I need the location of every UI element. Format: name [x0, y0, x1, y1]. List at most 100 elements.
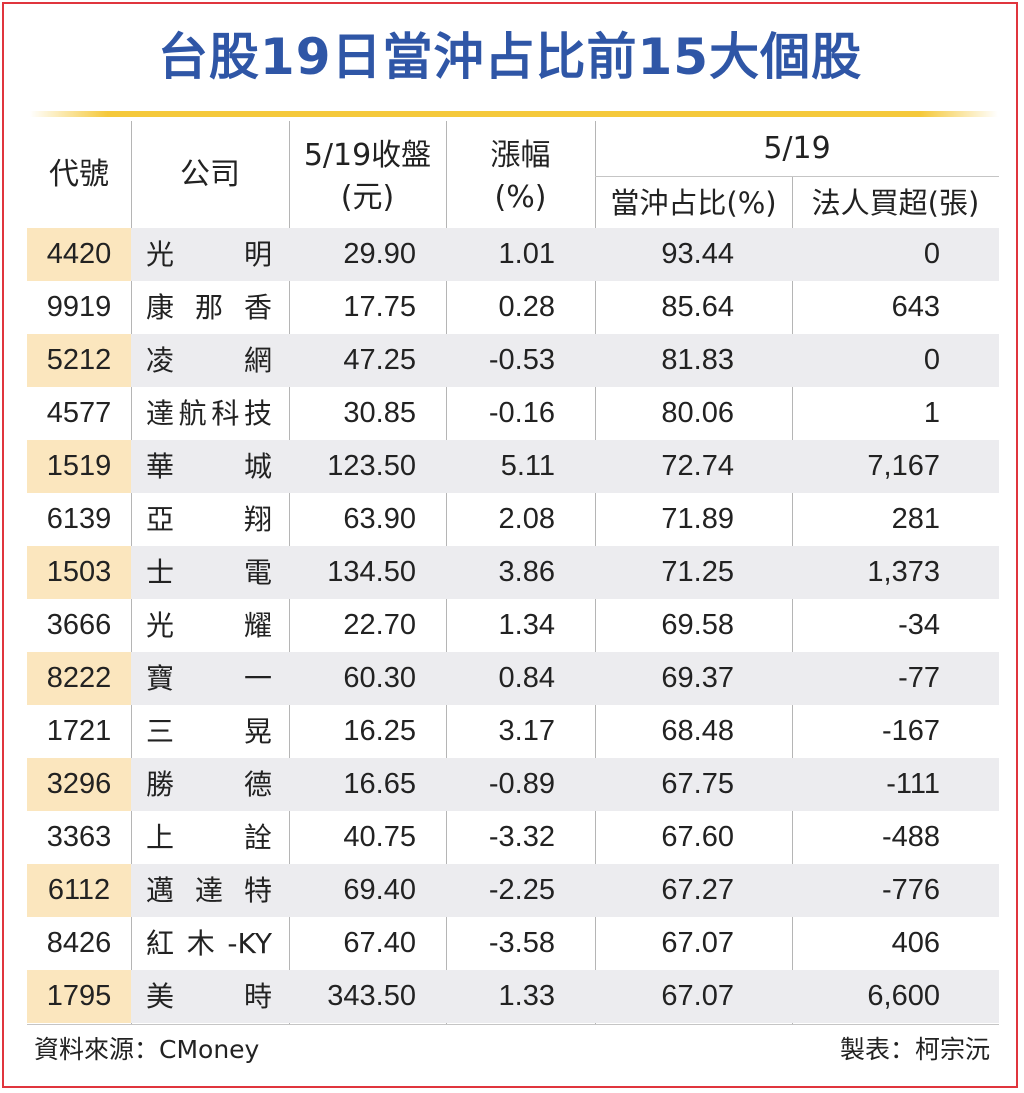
price-change: -0.89 — [488, 768, 555, 800]
price-change: 0.84 — [498, 662, 555, 694]
table-bottom-line — [27, 1024, 999, 1025]
table-row: 1721 三晃 16.25 3.17 68.48 -167 — [0, 705, 1020, 758]
daytrade-ratio: 69.58 — [661, 609, 734, 641]
company-name: 邁達特 — [146, 874, 272, 907]
header-close-line2: (元) — [340, 180, 395, 215]
daytrade-ratio: 81.83 — [661, 344, 734, 376]
institutional-net-buy: 281 — [891, 503, 940, 535]
column-divider — [792, 176, 793, 1024]
table-row: 3296 勝德 16.65 -0.89 67.75 -111 — [0, 758, 1020, 811]
company-name: 凌網 — [146, 344, 272, 377]
company-name: 達航科技 — [146, 397, 272, 430]
table-row: 1519 華城 123.50 5.11 72.74 7,167 — [0, 440, 1020, 493]
company-name: 美時 — [146, 980, 272, 1013]
header-institutional-net-buy: 法人買超(張) — [811, 186, 980, 220]
stock-code: 1721 — [46, 715, 112, 747]
header-code: 代號 — [49, 157, 109, 192]
price-change: 0.28 — [498, 291, 555, 323]
company-name: 華城 — [146, 450, 272, 483]
company-name: 士電 — [146, 556, 272, 589]
table-row: 6139 亞翔 63.90 2.08 71.89 281 — [0, 493, 1020, 546]
daytrade-ratio: 71.89 — [661, 503, 734, 535]
close-price: 60.30 — [343, 662, 416, 694]
price-change: 5.11 — [500, 450, 555, 482]
company-name: 勝德 — [146, 768, 272, 801]
table-row: 4577 達航科技 30.85 -0.16 80.06 1 — [0, 387, 1020, 440]
company-name: 紅木-KY — [146, 927, 272, 960]
daytrade-ratio: 67.75 — [661, 768, 734, 800]
daytrade-ratio: 80.06 — [661, 397, 734, 429]
daytrade-ratio: 67.07 — [661, 927, 734, 959]
price-change: -2.25 — [488, 874, 555, 906]
table-row: 8426 紅木-KY 67.40 -3.58 67.07 406 — [0, 917, 1020, 970]
header-change-line2: (%) — [494, 180, 547, 215]
company-name: 康那香 — [146, 291, 272, 324]
close-price: 343.50 — [327, 980, 416, 1012]
stock-code: 6139 — [46, 503, 112, 535]
daytrade-ratio: 68.48 — [661, 715, 734, 747]
chart-credit: 製表：柯宗沅 — [839, 1035, 990, 1064]
company-name: 寶一 — [146, 662, 272, 695]
institutional-net-buy: 0 — [923, 344, 940, 376]
table-row: 6112 邁達特 69.40 -2.25 67.27 -776 — [0, 864, 1020, 917]
daytrade-ratio: 67.27 — [661, 874, 734, 906]
table-row: 5212 凌網 47.25 -0.53 81.83 0 — [0, 334, 1020, 387]
header-company: 公司 — [180, 157, 240, 192]
price-change: -3.58 — [488, 927, 555, 959]
close-price: 63.90 — [343, 503, 416, 535]
header-divider — [595, 176, 999, 177]
institutional-net-buy: -34 — [898, 609, 940, 641]
header-date-group: 5/19 — [763, 131, 831, 166]
table-row: 4420 光明 29.90 1.01 93.44 0 — [0, 228, 1020, 281]
close-price: 16.65 — [343, 768, 416, 800]
institutional-net-buy: 1 — [923, 397, 940, 429]
stock-code: 3363 — [46, 821, 112, 853]
stock-code: 6112 — [47, 874, 111, 906]
close-price: 29.90 — [343, 238, 416, 270]
institutional-net-buy: 6,600 — [867, 980, 940, 1012]
table-row: 8222 寶一 60.30 0.84 69.37 -77 — [0, 652, 1020, 705]
institutional-net-buy: -776 — [881, 874, 940, 906]
stock-code: 8426 — [46, 927, 112, 959]
table-row: 3666 光耀 22.70 1.34 69.58 -34 — [0, 599, 1020, 652]
institutional-net-buy: -111 — [886, 768, 940, 800]
daytrade-ratio: 85.64 — [661, 291, 734, 323]
institutional-net-buy: 0 — [923, 238, 940, 270]
title-divider — [30, 111, 998, 117]
stock-code: 4577 — [46, 397, 112, 429]
institutional-net-buy: 7,167 — [867, 450, 940, 482]
close-price: 69.40 — [343, 874, 416, 906]
stock-code: 4420 — [46, 238, 112, 270]
company-name: 光明 — [146, 238, 272, 271]
daytrade-ratio: 72.74 — [661, 450, 734, 482]
company-name: 光耀 — [146, 609, 272, 642]
table-row: 9919 康那香 17.75 0.28 85.64 643 — [0, 281, 1020, 334]
close-price: 40.75 — [343, 821, 416, 853]
institutional-net-buy: -167 — [881, 715, 940, 747]
daytrade-ratio: 67.07 — [661, 980, 734, 1012]
stock-code: 1503 — [46, 556, 112, 588]
close-price: 134.50 — [327, 556, 416, 588]
stock-code: 1519 — [46, 450, 112, 482]
stock-code: 3296 — [46, 768, 112, 800]
price-change: 2.08 — [498, 503, 555, 535]
company-name: 上詮 — [146, 821, 272, 854]
close-price: 47.25 — [343, 344, 416, 376]
price-change: -0.53 — [488, 344, 555, 376]
header-change-line1: 漲幅 — [490, 138, 551, 173]
price-change: 1.34 — [498, 609, 555, 641]
price-change: -3.32 — [488, 821, 555, 853]
daytrade-ratio: 67.60 — [661, 821, 734, 853]
stock-code: 3666 — [46, 609, 112, 641]
data-source-note: 資料來源：CMoney — [34, 1035, 260, 1064]
institutional-net-buy: -488 — [881, 821, 940, 853]
institutional-net-buy: 406 — [891, 927, 940, 959]
table-row: 3363 上詮 40.75 -3.32 67.60 -488 — [0, 811, 1020, 864]
table-row: 1503 士電 134.50 3.86 71.25 1,373 — [0, 546, 1020, 599]
daytrade-ratio: 93.44 — [661, 238, 734, 270]
close-price: 22.70 — [343, 609, 416, 641]
close-price: 16.25 — [343, 715, 416, 747]
price-change: 3.86 — [498, 556, 555, 588]
price-change: -0.16 — [488, 397, 555, 429]
page-title: 台股19日當沖占比前15大個股 — [157, 28, 863, 86]
